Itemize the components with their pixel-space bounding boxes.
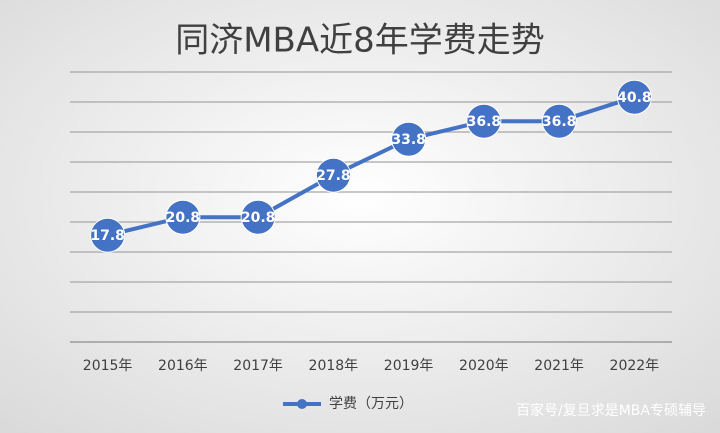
data-label: 36.8 xyxy=(542,114,577,130)
x-tick-label: 2016年 xyxy=(158,358,208,374)
x-tick-label: 2021年 xyxy=(534,358,584,374)
legend-marker xyxy=(297,399,307,409)
data-label: 27.8 xyxy=(316,168,351,184)
legend-label: 学费（万元） xyxy=(329,396,413,412)
data-label: 40.8 xyxy=(617,90,652,106)
data-label: 20.8 xyxy=(166,210,201,226)
marker xyxy=(240,199,276,235)
marker xyxy=(315,157,351,193)
marker xyxy=(616,79,652,115)
marker xyxy=(541,103,577,139)
x-tick-label: 2015年 xyxy=(83,358,133,374)
marker xyxy=(165,199,201,235)
marker xyxy=(391,121,427,157)
x-tick-label: 2020年 xyxy=(459,358,509,374)
marker xyxy=(90,217,126,253)
x-tick-label: 2019年 xyxy=(384,358,434,374)
x-tick-label: 2022年 xyxy=(610,358,660,374)
x-tick-label: 2018年 xyxy=(309,358,359,374)
marker xyxy=(466,103,502,139)
watermark: 百家号/复旦求是MBA专硕辅导 xyxy=(516,402,706,419)
chart-title: 同济MBA近8年学费走势 xyxy=(175,21,545,61)
data-label: 17.8 xyxy=(90,228,125,244)
x-tick-label: 2017年 xyxy=(233,358,283,374)
data-label: 36.8 xyxy=(467,114,502,130)
data-label: 20.8 xyxy=(241,210,276,226)
data-label: 33.8 xyxy=(391,132,426,148)
